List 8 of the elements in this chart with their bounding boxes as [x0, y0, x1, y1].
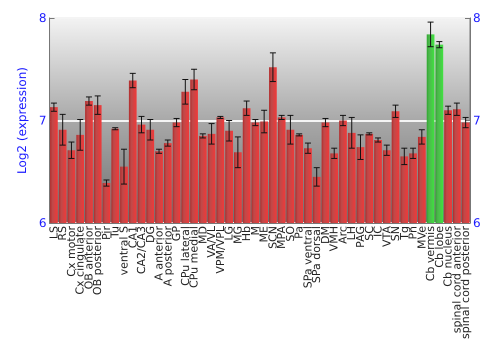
y-axis-title: Log2 (expression) [15, 67, 29, 174]
y2-tick-label: 8 [473, 11, 481, 25]
y-tick-label: 8 [38, 11, 47, 25]
y-tick-label: 6 [38, 216, 47, 230]
y-tick-label: 7 [38, 114, 47, 128]
y2-tick-label: 7 [473, 114, 481, 128]
x-tick-label: OB posterior [91, 226, 104, 296]
y2-tick-label: 6 [473, 216, 481, 230]
